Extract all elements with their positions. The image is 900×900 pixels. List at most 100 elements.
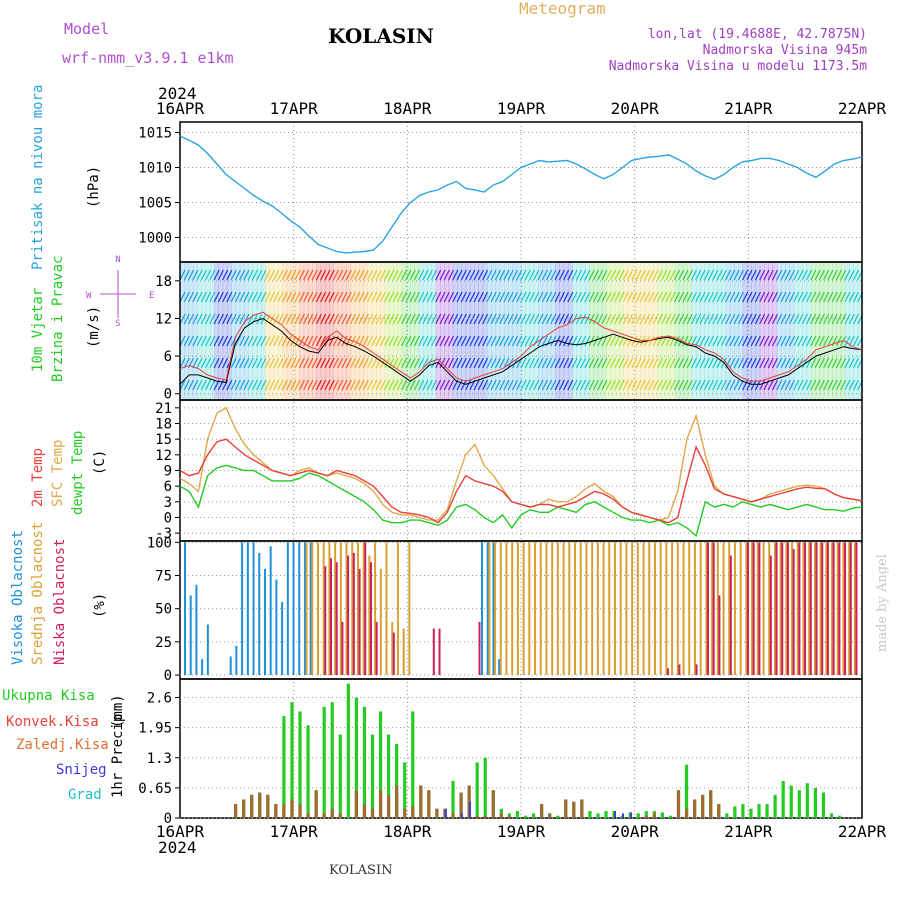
wind-barb bbox=[499, 313, 506, 325]
wind-barb bbox=[545, 291, 553, 303]
wind-barb bbox=[852, 357, 860, 369]
wind-barb bbox=[703, 313, 710, 325]
wind-barb bbox=[320, 335, 327, 347]
wind-barb bbox=[605, 335, 612, 347]
low-cloud-bar bbox=[324, 566, 327, 676]
wind-barb bbox=[456, 335, 463, 347]
high-cloud-bar bbox=[241, 542, 244, 676]
mid-cloud-bar bbox=[539, 542, 542, 676]
wind-barb bbox=[703, 357, 710, 369]
wind-barb bbox=[349, 313, 357, 325]
wind-barb-band bbox=[265, 263, 271, 399]
wind-barb bbox=[635, 269, 642, 281]
wind-barb-band bbox=[729, 263, 735, 399]
total-precip-bar bbox=[660, 812, 664, 818]
wind-barb bbox=[686, 379, 693, 391]
wind-barb bbox=[204, 379, 212, 391]
wind-barb-band bbox=[674, 263, 680, 399]
wind-barb-band bbox=[840, 263, 846, 399]
wind-barb bbox=[827, 313, 834, 325]
wind-barb bbox=[840, 379, 847, 391]
mid-cloud-bar bbox=[339, 542, 342, 676]
wind-barb bbox=[622, 379, 629, 391]
wind-barb bbox=[707, 269, 715, 281]
wind-barb bbox=[324, 357, 331, 369]
convective-precip-bar bbox=[540, 804, 544, 818]
wind-barb bbox=[712, 269, 719, 281]
total-precip-bar bbox=[298, 711, 302, 818]
wind-barb bbox=[192, 313, 199, 325]
wind-barb bbox=[686, 313, 693, 325]
total-precip-bar bbox=[531, 813, 536, 818]
precip-unit: (mm) bbox=[110, 694, 126, 728]
wind-barb bbox=[537, 379, 544, 391]
wind-barb bbox=[204, 335, 212, 347]
wind-barb-band bbox=[405, 263, 411, 399]
wind-barb bbox=[430, 335, 438, 347]
wind-barb bbox=[285, 335, 293, 347]
wind-barb bbox=[388, 291, 395, 303]
wind-barb bbox=[320, 291, 327, 303]
mid-cloud-bar bbox=[374, 542, 377, 676]
wind-barb bbox=[818, 379, 825, 391]
snow-bar bbox=[630, 812, 633, 818]
wind-barb bbox=[716, 335, 723, 347]
wind-barb bbox=[490, 291, 497, 303]
wind-barb bbox=[776, 379, 783, 391]
wind-barb-band bbox=[695, 263, 701, 399]
wind-barb bbox=[213, 269, 220, 281]
convective-precip-bar bbox=[580, 799, 584, 818]
wind-barb bbox=[759, 269, 766, 281]
date-label-top: 20APR bbox=[611, 99, 660, 118]
total-precip-bar bbox=[725, 813, 729, 818]
wind-barb bbox=[771, 269, 779, 281]
wind-barb bbox=[707, 379, 715, 391]
convective-precip-bar bbox=[266, 794, 270, 818]
wind-barb-band bbox=[414, 263, 420, 399]
mid-cloud-bar bbox=[768, 542, 771, 676]
wind-barb bbox=[375, 357, 382, 369]
wind-barb bbox=[328, 291, 335, 303]
wind-barb bbox=[384, 335, 391, 347]
wind-barb-band bbox=[576, 263, 582, 399]
wind-barb bbox=[345, 357, 352, 369]
mid-cloud-bar bbox=[391, 621, 394, 676]
wind-barb-band bbox=[184, 263, 190, 399]
wind-barb bbox=[294, 313, 301, 325]
high-cloud-bar bbox=[258, 552, 261, 676]
wind-barb bbox=[362, 313, 369, 325]
wind-barb bbox=[388, 357, 395, 369]
wind-barb-band bbox=[431, 263, 437, 399]
total-precip-bar bbox=[378, 711, 383, 818]
wind-barb-band bbox=[798, 263, 803, 399]
wind-barb bbox=[315, 269, 322, 281]
wind-barb bbox=[699, 313, 706, 325]
wind-barb bbox=[746, 269, 753, 281]
total-precip-bar bbox=[290, 702, 294, 818]
wind-barb bbox=[716, 313, 723, 325]
wind-barb-band bbox=[201, 263, 207, 399]
wind-barb bbox=[827, 379, 834, 391]
wind-barb bbox=[362, 379, 369, 391]
high-cloud-bar bbox=[269, 546, 272, 676]
temp2m-line bbox=[179, 438, 863, 524]
dewpt-line bbox=[179, 464, 863, 538]
wind-barb bbox=[823, 291, 830, 303]
wind-barb bbox=[341, 335, 348, 347]
wind-barb bbox=[375, 313, 382, 325]
mid-cloud-bar bbox=[711, 542, 714, 676]
wind-barb-band bbox=[763, 263, 769, 399]
wind-barb bbox=[256, 357, 263, 369]
wind-barb-band bbox=[192, 263, 198, 399]
wind-barb bbox=[601, 269, 608, 281]
wind-barb bbox=[720, 379, 727, 391]
wind-barb bbox=[413, 269, 421, 281]
wind-barb bbox=[840, 291, 847, 303]
wind-barb bbox=[341, 357, 348, 369]
wind-barb bbox=[243, 357, 250, 369]
wind-barb bbox=[567, 357, 574, 369]
snow-bar bbox=[613, 811, 616, 818]
wind-barb bbox=[584, 335, 591, 347]
mid-cloud-bar bbox=[796, 542, 799, 676]
